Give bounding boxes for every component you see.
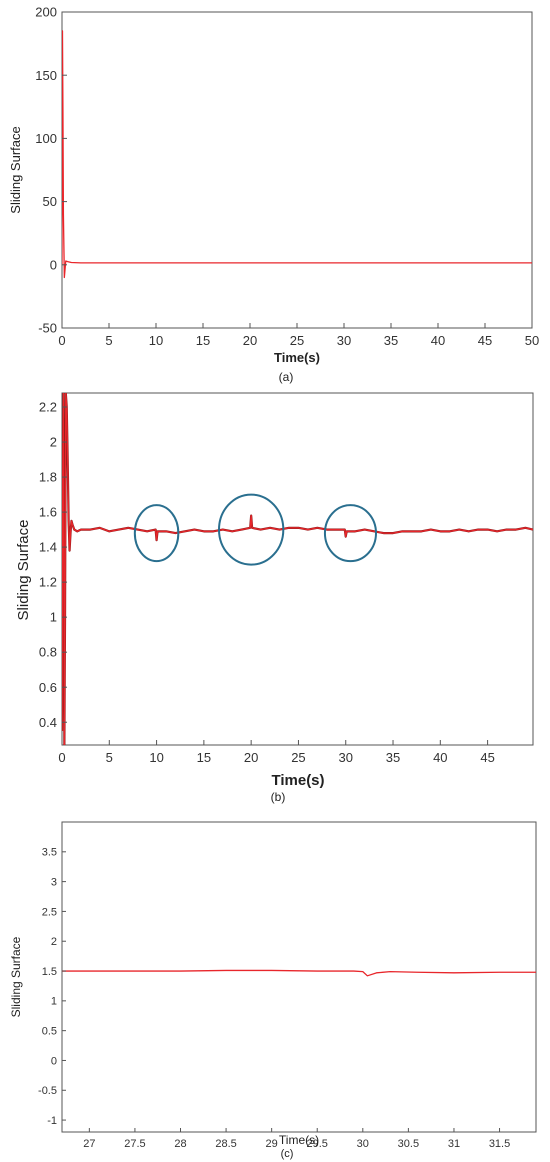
panel-b-y-tick-label: 0.4 [39, 715, 57, 730]
panel-b-x-tick-label: 0 [58, 750, 65, 765]
panel-a-y-tick-label: 50 [43, 194, 57, 209]
panel-b-x-tick-label: 15 [197, 750, 211, 765]
panel-b-y-tick-label: 0.8 [39, 645, 57, 660]
panel-a-caption: (a) [279, 370, 294, 384]
panel-c-y-tick-label: 0 [51, 1055, 57, 1067]
panel-c-x-tick-label: 31.5 [489, 1138, 510, 1150]
panel-c-x-tick-label: 31 [448, 1138, 460, 1150]
panel-b-highlight-circle [323, 504, 378, 563]
panel-b-x-axis-label: Time(s) [271, 772, 324, 789]
panel-c-y-tick-label: 3 [51, 876, 57, 888]
panel-b-y-tick-label: 1.2 [39, 575, 57, 590]
panel-c-y-tick-label: 3.5 [42, 847, 57, 859]
panel-a-y-tick-label: 200 [35, 5, 57, 20]
panel-a-x-tick-label: 20 [243, 333, 257, 348]
panel-a-y-axis-label: Sliding Surface [8, 126, 23, 213]
panel-c-x-tick-label: 29 [266, 1138, 278, 1150]
panel-c-x-tick-label: 28.5 [215, 1138, 236, 1150]
panel-b-y-tick-label: 1.6 [39, 505, 57, 520]
panel-c-plot-area [61, 821, 537, 1133]
panel-b-y-tick-label: 0.6 [39, 680, 57, 695]
panel-c-y-tick-label: 2 [51, 936, 57, 948]
panel-b-plot-area [61, 392, 534, 746]
panel-b-x-tick-label: 40 [433, 750, 447, 765]
panel-c-y-tick-label: 0.5 [42, 1026, 57, 1038]
panel-b-x-tick-label: 10 [149, 750, 163, 765]
panel-b-x-tick-label: 35 [386, 750, 400, 765]
panel-c-x-axis-label: Time(s) [279, 1133, 319, 1147]
panel-c-y-tick-label: -0.5 [38, 1085, 57, 1097]
panel-a-x-tick-label: 45 [478, 333, 492, 348]
panel-a-x-tick-label: 5 [105, 333, 112, 348]
panel-a-x-tick-label: 15 [196, 333, 210, 348]
panel-a-x-tick-label: 25 [290, 333, 304, 348]
panel-c-x-tick-label: 27.5 [124, 1138, 145, 1150]
panel-c-series-line [62, 969, 536, 977]
panel-b-x-tick-label: 5 [106, 750, 113, 765]
panel-a-y-tick-label: -50 [38, 321, 57, 336]
panel-c-y-axis-label: Sliding Surface [9, 936, 23, 1017]
panel-a-x-axis-label: Time(s) [274, 350, 320, 365]
panel-a-x-tick-label: 50 [525, 333, 539, 348]
panel-b-x-tick-label: 30 [339, 750, 353, 765]
panel-a-x-tick-label: 10 [149, 333, 163, 348]
panel-b-highlight-circle [218, 493, 285, 566]
panel-a-series-line [62, 30, 532, 279]
panel-b-x-tick-label: 20 [244, 750, 258, 765]
panel-a-plot-area [61, 11, 533, 329]
panel-c-x-tick-label: 30 [357, 1138, 369, 1150]
panel-a-x-tick-label: 30 [337, 333, 351, 348]
panel-b-y-axis-label: Sliding Surface [15, 520, 32, 621]
panel-a-y-tick-label: 150 [35, 68, 57, 83]
panel-b-y-tick-label: 1 [50, 610, 57, 625]
panel-c-x-tick-label: 30.5 [398, 1138, 419, 1150]
panel-c-x-tick-label: 27 [83, 1138, 95, 1150]
panel-b: 0 5 10 15 20 25 30 35 40 45 0.4 0.6 0.8 1 1.2 1.4 1.6 1.8… [15, 392, 534, 804]
panel-b-series-line [62, 393, 533, 745]
panel-c-x-tick-label: 28 [174, 1138, 186, 1150]
panel-c-y-tick-label: 1 [51, 996, 57, 1008]
panel-c-y-tick-label: 1.5 [42, 966, 57, 978]
panel-a-y-tick-label: 0 [50, 257, 57, 272]
panel-c-caption: (c) [281, 1148, 294, 1160]
panel-b-x-tick-label: 45 [480, 750, 494, 765]
panel-b-y-tick-label: 1.8 [39, 470, 57, 485]
panel-c-y-tick-label: 2.5 [42, 906, 57, 918]
panel-b-y-tick-label: 2 [50, 435, 57, 450]
panel-a-x-tick-label: 0 [58, 333, 65, 348]
panel-a-x-tick-label: 35 [384, 333, 398, 348]
panel-b-x-tick-label: 25 [291, 750, 305, 765]
panel-c-x-tick-label: 29.5 [307, 1138, 328, 1150]
panel-b-y-tick-label: 1.4 [39, 540, 57, 555]
panel-a-y-tick-label: 100 [35, 131, 57, 146]
panel-b-highlight-circle [133, 504, 180, 563]
panel-c-y-tick-label: -1 [47, 1115, 57, 1127]
panel-b-y-tick-label: 2.2 [39, 400, 57, 415]
panel-b-caption: (b) [271, 790, 286, 804]
panel-c: 27 27.5 28 28.5 29 29.5 30 30.5 31 31.5-1-0.500.5… [9, 821, 537, 1160]
panel-a-x-tick-label: 40 [431, 333, 445, 348]
